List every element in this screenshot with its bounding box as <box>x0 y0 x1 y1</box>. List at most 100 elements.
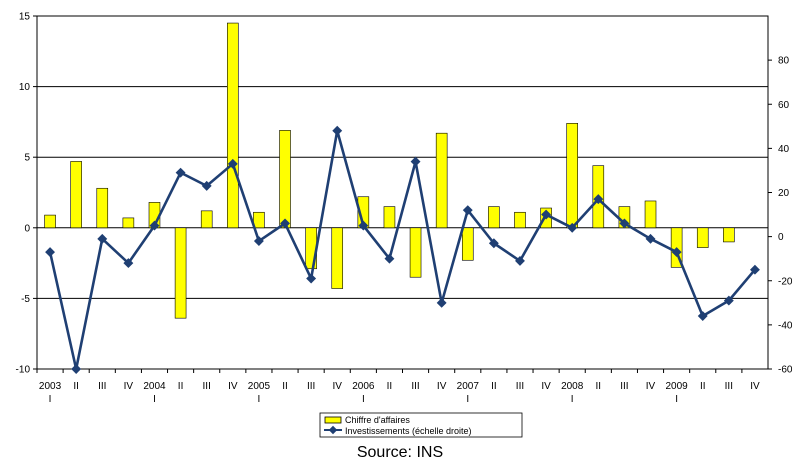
x-tick-label: II <box>282 381 288 392</box>
bar <box>514 211 526 229</box>
bar <box>696 227 709 248</box>
line-marker <box>175 167 186 178</box>
y-right-tick-label: 40 <box>778 144 790 155</box>
x-tick-label: IV <box>541 381 551 392</box>
bar <box>461 227 474 261</box>
x-tick-label: IV <box>437 381 447 392</box>
line-marker <box>671 247 682 258</box>
bar <box>174 227 187 319</box>
line-marker <box>567 222 578 233</box>
x-tick-label: IV <box>646 381 656 392</box>
bar <box>331 227 344 289</box>
x-tick-label: IV <box>228 381 238 392</box>
legend-box <box>319 412 523 438</box>
y-right-tick-label: -20 <box>778 276 793 287</box>
line-marker <box>201 180 212 191</box>
y-left-tick-label: 10 <box>19 82 31 93</box>
x-tick-label: IV <box>124 381 134 392</box>
x-tick-label: III <box>725 381 733 392</box>
line-marker <box>253 236 264 246</box>
legend: Chiffre d'affaires Investissements (éche… <box>319 412 523 438</box>
y-right-tick-label: 60 <box>778 100 790 111</box>
x-tick-label: II <box>491 381 497 392</box>
x-tick-label: IV <box>333 381 343 392</box>
line-marker <box>410 156 421 167</box>
line-series <box>45 125 760 374</box>
bar <box>488 206 500 229</box>
x-tick-label: 2005 <box>248 381 271 392</box>
line-marker <box>541 209 552 220</box>
legend-swatch-bar <box>324 416 342 424</box>
x-year-sublabel: I <box>571 394 574 405</box>
bar <box>253 211 265 229</box>
x-year-sublabel: I <box>258 394 261 405</box>
bar <box>122 217 135 229</box>
line-marker <box>749 264 760 275</box>
line-marker <box>619 218 630 229</box>
x-tick-label: 2006 <box>352 381 375 392</box>
x-year-sublabel: I <box>362 394 365 405</box>
x-tick-label: III <box>411 381 419 392</box>
x-tick-label: IV <box>750 381 760 392</box>
x-year-sublabel: I <box>153 394 156 405</box>
x-tick-label: 2008 <box>561 381 584 392</box>
x-year-sublabel: I <box>466 394 469 405</box>
y-left-tick-label: 15 <box>19 12 31 23</box>
line-marker <box>149 220 160 231</box>
source-note: Source: INS <box>357 444 443 461</box>
x-tick-label: II <box>387 381 393 392</box>
y-left-tick-label: -5 <box>21 294 30 305</box>
right-axis: -60 -40 -20 0 20 40 60 80 <box>768 56 793 376</box>
line-marker <box>97 233 108 244</box>
line-marker <box>645 233 656 244</box>
line-marker <box>436 297 447 308</box>
line-marker <box>358 220 369 231</box>
y-right-tick-label: -60 <box>778 365 793 376</box>
y-left-tick-label: 5 <box>24 153 30 164</box>
line-marker <box>488 238 499 249</box>
x-tick-label: 2007 <box>457 381 480 392</box>
bar <box>44 214 56 229</box>
y-right-tick-label: 80 <box>778 56 790 67</box>
y-left-tick-label: -10 <box>16 365 31 376</box>
x-tick-label: 2003 <box>39 381 62 392</box>
x-tick-label: 2009 <box>666 381 689 392</box>
line-marker <box>593 194 604 205</box>
y-right-tick-label: 20 <box>778 188 790 199</box>
x-tick-label: III <box>98 381 106 392</box>
line-marker <box>723 295 734 306</box>
legend-label-bar: Chiffre d'affaires <box>345 415 410 425</box>
y-right-tick-label: 0 <box>778 232 784 243</box>
bar <box>409 227 422 278</box>
x-tick-label: II <box>178 381 184 392</box>
x-tick-label: II <box>596 381 602 392</box>
line-marker <box>462 205 473 216</box>
x-tick-label: 2004 <box>143 381 166 392</box>
x-tick-label: III <box>307 381 315 392</box>
x-tick-label: II <box>73 381 79 392</box>
bar <box>279 130 291 229</box>
line-marker <box>697 311 708 321</box>
bar <box>200 210 213 229</box>
y-right-tick-label: -40 <box>778 320 793 331</box>
x-year-sublabel: I <box>49 394 52 405</box>
bar <box>70 161 82 229</box>
bar <box>644 200 657 229</box>
plot-area <box>36 15 769 370</box>
x-tick-label: II <box>700 381 706 392</box>
line-marker <box>306 273 317 284</box>
legend-label-line: Investissements (échelle droite) <box>345 426 472 436</box>
legend-swatch-marker <box>328 425 338 435</box>
line-marker <box>280 218 290 229</box>
line-marker <box>515 255 525 266</box>
bar <box>435 132 448 229</box>
line-marker <box>45 247 56 258</box>
bar <box>566 123 578 229</box>
x-year-sublabel: I <box>675 394 678 405</box>
line-marker <box>227 158 238 169</box>
line-path <box>48 129 756 371</box>
y-left-tick-label: 0 <box>24 223 30 234</box>
bar <box>383 206 396 229</box>
